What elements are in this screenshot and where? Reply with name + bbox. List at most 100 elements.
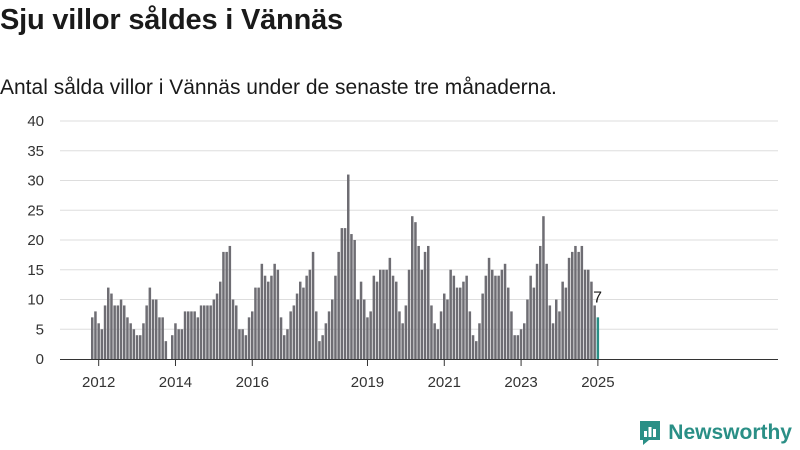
bar	[196, 317, 200, 359]
bar	[580, 245, 584, 359]
bar	[561, 281, 564, 359]
bar	[315, 311, 318, 359]
bar	[273, 263, 276, 359]
x-tick-label: 2019	[351, 374, 384, 391]
y-tick-label: 0	[36, 351, 44, 368]
bar	[411, 216, 414, 359]
bar	[119, 299, 123, 359]
bar	[535, 263, 539, 359]
bar	[97, 323, 100, 359]
y-tick-label: 5	[36, 321, 44, 338]
bar-latest	[596, 317, 600, 359]
bar	[468, 311, 472, 359]
bar	[279, 317, 283, 359]
bar	[107, 287, 110, 359]
bar	[110, 293, 113, 359]
brand-name: Newsworthy	[668, 421, 792, 444]
bar	[231, 299, 235, 359]
bar	[299, 281, 302, 359]
bar	[123, 305, 126, 359]
bar	[241, 329, 244, 359]
chart-subtitle: Antal sålda villor i Vännäs under de sen…	[0, 76, 557, 99]
bar	[254, 287, 257, 359]
bar	[503, 263, 507, 359]
bar	[129, 323, 132, 359]
bar	[199, 305, 203, 359]
bar	[574, 245, 577, 359]
bar	[555, 299, 558, 359]
bar	[155, 299, 158, 359]
bar	[311, 251, 315, 359]
x-tick-label: 2016	[236, 374, 269, 391]
bar	[427, 245, 430, 359]
bar	[443, 293, 446, 359]
bar	[190, 311, 193, 359]
y-tick-label: 15	[27, 262, 44, 279]
bar	[260, 263, 264, 359]
bar	[331, 299, 334, 359]
bar	[401, 323, 404, 359]
bar	[433, 323, 436, 359]
bar	[494, 275, 497, 359]
newsworthy-brand: Newsworthy	[638, 420, 792, 446]
bar	[513, 335, 516, 359]
bar	[340, 228, 344, 359]
bar	[545, 263, 548, 359]
bar	[593, 305, 596, 359]
bar	[459, 287, 462, 359]
bar	[103, 305, 107, 359]
bar	[375, 281, 379, 359]
bar	[497, 275, 500, 359]
y-axis-labels: 0 5 10 15 20 25 30 35 40	[27, 113, 44, 368]
x-axis: 2012 2014 2016 2019 2021 2023 2025	[60, 359, 778, 391]
bar	[491, 269, 494, 359]
bar	[462, 281, 465, 359]
bar	[398, 311, 401, 359]
bar	[372, 275, 376, 359]
bar	[327, 311, 331, 359]
bar	[510, 311, 513, 359]
bar	[478, 323, 481, 359]
bar	[436, 329, 440, 359]
bar-chart-logo-icon	[640, 421, 661, 445]
bar	[532, 287, 536, 359]
bar	[209, 305, 212, 359]
bar	[206, 305, 209, 359]
bar	[369, 311, 372, 359]
bar	[193, 311, 196, 359]
bar	[484, 275, 488, 359]
bar	[321, 335, 324, 359]
bar	[171, 335, 174, 359]
data-labels: 7	[593, 289, 602, 306]
bar	[379, 269, 382, 359]
bar	[334, 275, 337, 359]
bar	[587, 269, 590, 359]
bar	[475, 341, 478, 359]
bar	[430, 305, 433, 359]
bar	[135, 335, 139, 359]
bar	[289, 311, 292, 359]
x-tick-label: 2023	[504, 374, 537, 391]
bar	[212, 299, 216, 359]
bar	[366, 317, 369, 359]
bar	[516, 335, 520, 359]
bar	[161, 317, 164, 359]
bar	[174, 323, 177, 359]
bar	[142, 323, 145, 359]
bar	[283, 335, 286, 359]
bar	[113, 305, 116, 359]
bar	[286, 329, 289, 359]
bar	[139, 335, 142, 359]
bar	[423, 251, 427, 359]
bar	[449, 269, 452, 359]
bar	[295, 293, 299, 359]
bar	[539, 245, 542, 359]
bar	[180, 329, 184, 359]
bar	[158, 317, 161, 359]
bar	[353, 240, 356, 359]
bar	[347, 174, 350, 359]
bar	[263, 275, 267, 359]
bar	[523, 323, 526, 359]
bar	[222, 251, 225, 359]
